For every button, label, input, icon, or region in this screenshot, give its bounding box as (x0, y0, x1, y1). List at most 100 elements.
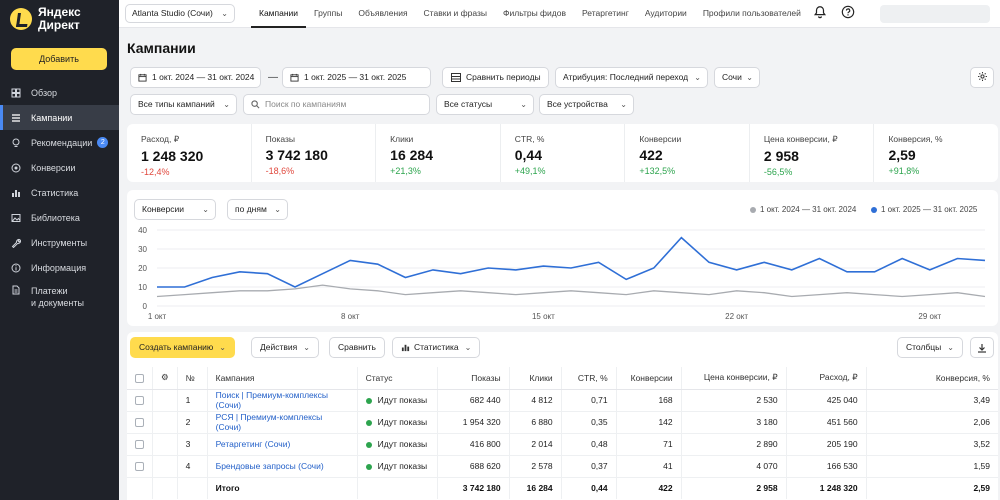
cell-cr: 3,49 (866, 389, 998, 412)
sidebar-item-2[interactable]: Рекомендации 2 (0, 130, 119, 155)
download-button[interactable] (970, 337, 994, 358)
sidebar: Яндекс Директ Добавить Обзор Кампании Реко… (0, 0, 119, 500)
row-checkbox-cell[interactable] (127, 411, 153, 434)
tab-1[interactable]: Группы (314, 8, 343, 18)
metric-value: 2 958 (763, 148, 799, 164)
total-cr: 2,59 (973, 483, 990, 494)
col-header-campaign[interactable]: Кампания (207, 367, 358, 390)
actions-label: Действия (260, 342, 298, 352)
help-icon[interactable] (841, 5, 855, 21)
metric-delta: -18,6% (265, 166, 295, 176)
select-all-checkbox-cell[interactable] (127, 367, 153, 390)
table-row[interactable]: 3 Ретаргетинг (Сочи) Идут показы 416 800 2 0… (127, 433, 998, 456)
period1-picker[interactable]: 1 окт. 2024 — 31 окт. 2024 (130, 67, 261, 88)
sidebar-item-8[interactable]: Платежи и документы (0, 280, 119, 314)
statuses-select[interactable]: Все статусы ⌄ (436, 94, 534, 115)
tab-4[interactable]: Фильтры фидов (503, 8, 567, 18)
sidebar-item-1[interactable]: Кампании (0, 105, 119, 130)
chart-metric-select[interactable]: Конверсии ⌄ (134, 199, 216, 220)
col-header-cr[interactable]: Конверсия, % (866, 367, 998, 390)
x-tick-label: 1 окт (148, 312, 167, 321)
metric-card[interactable]: CTR, % 0,44 +49,1% (501, 124, 626, 182)
row-checkbox[interactable] (135, 440, 144, 450)
col-header-ctr[interactable]: CTR, % (561, 367, 617, 390)
page-title: Кампании (127, 40, 196, 56)
metric-card[interactable]: Клики 16 284 +21,3% (376, 124, 501, 182)
col-header-conversions[interactable]: Конверсии (616, 367, 682, 390)
y-tick-label: 40 (138, 226, 147, 235)
tab-3[interactable]: Ставки и фразы (423, 8, 488, 18)
image-icon (11, 213, 21, 223)
gear-icon[interactable]: ⚙ (161, 372, 169, 383)
campaign-types-select[interactable]: Все типы кампаний ⌄ (130, 94, 237, 115)
statistics-button[interactable]: Статистика ⌄ (392, 337, 481, 358)
sidebar-item-0[interactable]: Обзор (0, 80, 119, 105)
cell-clicks: 2 578 (509, 455, 562, 478)
search-input[interactable]: Поиск по кампаниям (243, 94, 430, 115)
row-checkbox-cell[interactable] (127, 389, 153, 412)
campaign-link[interactable]: Брендовые запросы (Сочи) (215, 461, 324, 471)
legend-dot (871, 206, 877, 213)
gear-column-cell[interactable]: ⚙ (152, 367, 178, 390)
sidebar-item-7[interactable]: Информация (0, 255, 119, 280)
metric-delta: +49,1% (514, 166, 546, 176)
tab-5[interactable]: Ретаргетинг (582, 8, 629, 18)
select-all-checkbox[interactable] (135, 373, 144, 383)
campaign-link[interactable]: Поиск | Премиум-комплексы (Сочи) (215, 390, 328, 410)
period2-picker[interactable]: 1 окт. 2025 — 31 окт. 2025 (282, 67, 431, 88)
series-line-previous (156, 284, 986, 298)
row-checkbox[interactable] (135, 462, 144, 472)
total-spend: 1 248 320 (786, 477, 867, 499)
calendar-icon (290, 74, 299, 82)
settings-button[interactable] (970, 67, 994, 88)
attribution-select[interactable]: Атрибуция: Последний переход ⌄ (555, 67, 708, 88)
row-checkbox[interactable] (135, 396, 144, 406)
table-row[interactable]: 4 Брендовые запросы (Сочи) Идут показы 688 … (127, 455, 998, 478)
sidebar-item-5[interactable]: Библиотека (0, 205, 119, 230)
compare-button[interactable]: Сравнить (329, 337, 385, 358)
row-checkbox-cell[interactable] (127, 455, 153, 478)
metric-card[interactable]: Расход, ₽ 1 248 320 -12,4% (127, 124, 252, 182)
table-row[interactable]: 1 Поиск | Премиум-комплексы (Сочи) Идут по… (127, 389, 998, 412)
metric-card[interactable]: Конверсия, % 2,59 +91,8% (874, 124, 998, 182)
metric-label: Конверсии (639, 134, 682, 144)
campaign-link[interactable]: РСЯ | Премиум-комплексы (Сочи) (215, 412, 323, 432)
col-header-impressions[interactable]: Показы (437, 367, 510, 390)
col-header-cpa[interactable]: Цена конверсии, ₽ (681, 367, 787, 390)
status-text: Идут показы (377, 461, 428, 471)
devices-select[interactable]: Все устройства ⌄ (539, 94, 634, 115)
col-header-status[interactable]: Статус (357, 367, 438, 390)
user-profile[interactable] (880, 5, 990, 23)
compare-periods-button[interactable]: Сравнить периоды (442, 67, 549, 88)
sidebar-item-4[interactable]: Статистика (0, 180, 119, 205)
col-header-spend[interactable]: Расход, ₽ (786, 367, 867, 390)
chart-granularity-select[interactable]: по дням ⌄ (227, 199, 288, 220)
row-checkbox[interactable] (135, 418, 144, 428)
col-header-clicks[interactable]: Клики (509, 367, 562, 390)
create-campaign-button[interactable]: Создать кампанию ⌄ (130, 337, 235, 358)
metric-card[interactable]: Показы 3 742 180 -18,6% (252, 124, 377, 182)
campaign-link[interactable]: Ретаргетинг (Сочи) (215, 439, 291, 449)
row-checkbox-cell[interactable] (127, 433, 153, 456)
metric-card[interactable]: Цена конверсии, ₽ 2 958 -56,5% (750, 124, 875, 182)
sidebar-item-3[interactable]: Конверсии (0, 155, 119, 180)
actions-button[interactable]: Действия ⌄ (251, 337, 319, 358)
tab-6[interactable]: Аудитории (644, 8, 687, 18)
metric-card[interactable]: Конверсии 422 +132,5% (625, 124, 750, 182)
series-line-current (157, 236, 986, 288)
chevron-down-icon: ⌄ (223, 100, 230, 109)
add-button[interactable]: Добавить (11, 48, 107, 70)
tab-0[interactable]: Кампании (251, 0, 307, 28)
columns-button[interactable]: Столбцы ⌄ (897, 337, 963, 358)
tab-7[interactable]: Профили пользователей (702, 8, 801, 18)
logo[interactable]: Яндекс Директ (10, 6, 81, 32)
region-select[interactable]: Сочи ⌄ (714, 67, 760, 88)
table-row[interactable]: 2 РСЯ | Премиум-комплексы (Сочи) Идут пока… (127, 411, 998, 434)
tab-2[interactable]: Объявления (358, 8, 408, 18)
cell-cpa: 3 180 (681, 411, 787, 434)
account-select[interactable]: Atlanta Studio (Сочи) ⌄ (125, 4, 235, 23)
bell-icon[interactable] (813, 5, 827, 21)
cell-cpa: 2 530 (681, 389, 787, 412)
chevron-down-icon: ⌄ (464, 343, 472, 352)
sidebar-item-6[interactable]: Инструменты (0, 230, 119, 255)
